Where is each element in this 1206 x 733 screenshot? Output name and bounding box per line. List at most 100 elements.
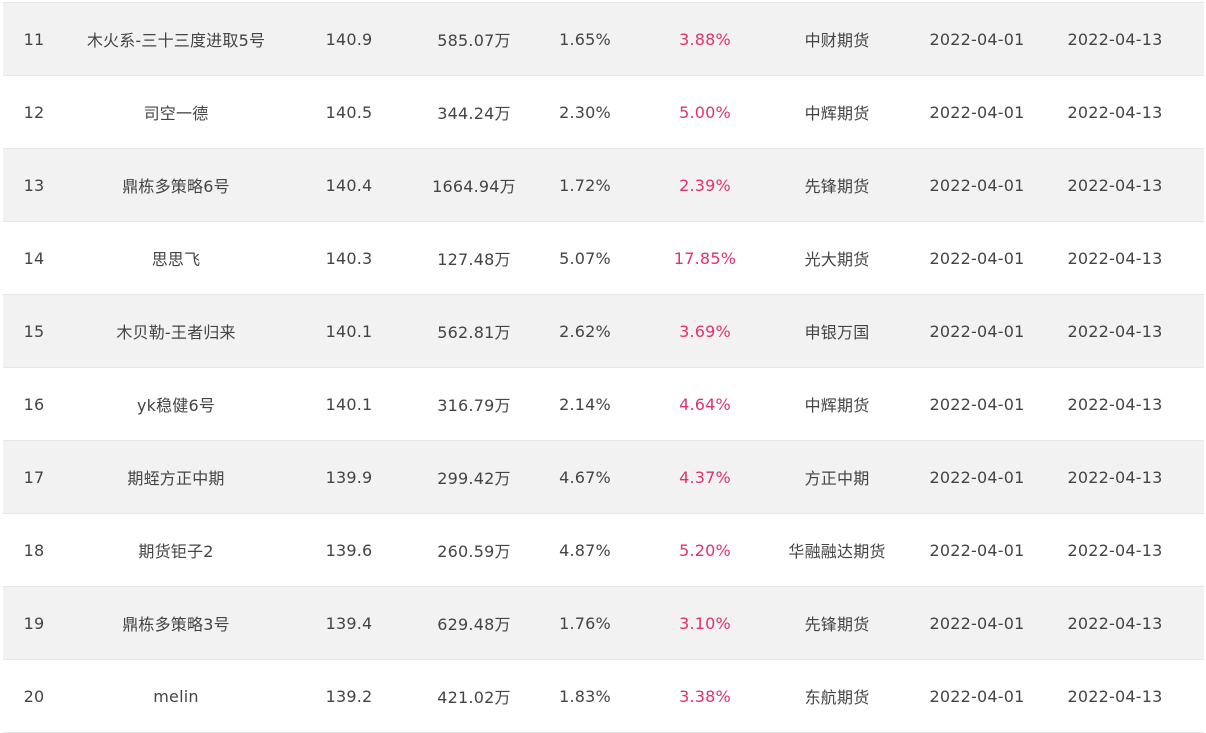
return-cell: 5.00% <box>679 102 731 122</box>
start-date-cell: 2022-04-01 <box>929 540 1025 560</box>
product-name-cell[interactable]: 司空一德 <box>143 104 209 123</box>
amount-cell: 562.81万 <box>437 323 511 342</box>
rank-cell: 14 <box>23 248 45 268</box>
end-date-cell: 2022-04-13 <box>1067 29 1163 49</box>
score-cell: 140.5 <box>325 102 373 122</box>
amount-cell: 299.42万 <box>437 469 511 488</box>
product-name-cell[interactable]: melin <box>153 686 199 706</box>
score-cell: 140.1 <box>325 394 373 414</box>
product-name-cell[interactable]: yk稳健6号 <box>136 396 216 415</box>
score-cell: 140.1 <box>325 321 373 341</box>
table-row[interactable]: 11 木火系-三十三度进取5号 140.9 585.07万 1.65% 3.88… <box>3 3 1204 76</box>
start-date-cell: 2022-04-01 <box>929 686 1025 706</box>
end-date-cell: 2022-04-13 <box>1067 175 1163 195</box>
table-row[interactable]: 17 期蛭方正中期 139.9 299.42万 4.67% 4.37% 方正中期… <box>3 441 1204 514</box>
return-cell: 3.88% <box>679 29 731 49</box>
product-name-cell[interactable]: 期蛭方正中期 <box>127 469 225 488</box>
rank-cell: 17 <box>23 467 45 487</box>
end-date-cell: 2022-04-13 <box>1067 686 1163 706</box>
table-row[interactable]: 14 思思飞 140.3 127.48万 5.07% 17.85% 光大期货 2… <box>3 222 1204 295</box>
amount-cell: 344.24万 <box>437 104 511 123</box>
end-date-cell: 2022-04-13 <box>1067 102 1163 122</box>
start-date-cell: 2022-04-01 <box>929 613 1025 633</box>
end-date-cell: 2022-04-13 <box>1067 321 1163 341</box>
rank-cell: 12 <box>23 102 45 122</box>
return-cell: 3.38% <box>679 686 731 706</box>
return-cell: 5.20% <box>679 540 731 560</box>
drawdown-cell: 2.30% <box>559 102 611 122</box>
start-date-cell: 2022-04-01 <box>929 321 1025 341</box>
start-date-cell: 2022-04-01 <box>929 394 1025 414</box>
table-row[interactable]: 12 司空一德 140.5 344.24万 2.30% 5.00% 中辉期货 2… <box>3 76 1204 149</box>
table-row[interactable]: 15 木贝勒-王者归来 140.1 562.81万 2.62% 3.69% 申银… <box>3 295 1204 368</box>
rank-cell: 15 <box>23 321 45 341</box>
product-name-cell[interactable]: 鼎栋多策略6号 <box>122 177 230 196</box>
product-name-cell[interactable]: 期货钜子2 <box>138 542 214 561</box>
score-cell: 139.4 <box>325 613 373 633</box>
return-cell: 2.39% <box>679 175 731 195</box>
broker-cell: 中辉期货 <box>804 104 870 123</box>
amount-cell: 1664.94万 <box>432 177 516 196</box>
table-row[interactable]: 13 鼎栋多策略6号 140.4 1664.94万 1.72% 2.39% 先锋… <box>3 149 1204 222</box>
amount-cell: 127.48万 <box>437 250 511 269</box>
rank-cell: 13 <box>23 175 45 195</box>
rank-cell: 16 <box>23 394 45 414</box>
end-date-cell: 2022-04-13 <box>1067 248 1163 268</box>
return-cell: 3.10% <box>679 613 731 633</box>
broker-cell: 方正中期 <box>804 469 870 488</box>
table-row[interactable]: 16 yk稳健6号 140.1 316.79万 2.14% 4.64% 中辉期货… <box>3 368 1204 441</box>
drawdown-cell: 1.72% <box>559 175 611 195</box>
end-date-cell: 2022-04-13 <box>1067 394 1163 414</box>
product-name-cell[interactable]: 木贝勒-王者归来 <box>116 323 236 342</box>
rank-cell: 19 <box>23 613 45 633</box>
start-date-cell: 2022-04-01 <box>929 102 1025 122</box>
amount-cell: 629.48万 <box>437 615 511 634</box>
amount-cell: 421.02万 <box>437 688 511 707</box>
start-date-cell: 2022-04-01 <box>929 175 1025 195</box>
return-cell: 4.64% <box>679 394 731 414</box>
return-cell: 17.85% <box>673 248 737 268</box>
end-date-cell: 2022-04-13 <box>1067 540 1163 560</box>
product-name-cell[interactable]: 思思飞 <box>151 250 201 269</box>
broker-cell: 先锋期货 <box>804 615 870 634</box>
score-cell: 139.6 <box>325 540 373 560</box>
broker-cell: 中辉期货 <box>804 396 870 415</box>
amount-cell: 260.59万 <box>437 542 511 561</box>
broker-cell: 中财期货 <box>804 31 870 50</box>
broker-cell: 先锋期货 <box>804 177 870 196</box>
score-cell: 139.2 <box>325 686 373 706</box>
amount-cell: 316.79万 <box>437 396 511 415</box>
score-cell: 140.4 <box>325 175 373 195</box>
rank-cell: 18 <box>23 540 45 560</box>
score-cell: 140.9 <box>325 29 373 49</box>
drawdown-cell: 2.62% <box>559 321 611 341</box>
end-date-cell: 2022-04-13 <box>1067 613 1163 633</box>
rank-cell: 20 <box>23 686 45 706</box>
drawdown-cell: 5.07% <box>559 248 611 268</box>
product-name-cell[interactable]: 木火系-三十三度进取5号 <box>86 31 266 50</box>
drawdown-cell: 4.87% <box>559 540 611 560</box>
ranking-table: 11 木火系-三十三度进取5号 140.9 585.07万 1.65% 3.88… <box>3 2 1204 733</box>
drawdown-cell: 2.14% <box>559 394 611 414</box>
table-row[interactable]: 19 鼎栋多策略3号 139.4 629.48万 1.76% 3.10% 先锋期… <box>3 587 1204 660</box>
start-date-cell: 2022-04-01 <box>929 248 1025 268</box>
start-date-cell: 2022-04-01 <box>929 467 1025 487</box>
return-cell: 4.37% <box>679 467 731 487</box>
end-date-cell: 2022-04-13 <box>1067 467 1163 487</box>
drawdown-cell: 1.65% <box>559 29 611 49</box>
start-date-cell: 2022-04-01 <box>929 29 1025 49</box>
drawdown-cell: 1.76% <box>559 613 611 633</box>
table-row[interactable]: 18 期货钜子2 139.6 260.59万 4.87% 5.20% 华融融达期… <box>3 514 1204 587</box>
drawdown-cell: 1.83% <box>559 686 611 706</box>
product-name-cell[interactable]: 鼎栋多策略3号 <box>122 615 230 634</box>
broker-cell: 东航期货 <box>804 688 870 707</box>
drawdown-cell: 4.67% <box>559 467 611 487</box>
broker-cell: 光大期货 <box>804 250 870 269</box>
return-cell: 3.69% <box>679 321 731 341</box>
score-cell: 139.9 <box>325 467 373 487</box>
amount-cell: 585.07万 <box>437 31 511 50</box>
broker-cell: 华融融达期货 <box>788 542 886 561</box>
rank-cell: 11 <box>23 29 45 49</box>
score-cell: 140.3 <box>325 248 373 268</box>
table-row[interactable]: 20 melin 139.2 421.02万 1.83% 3.38% 东航期货 … <box>3 660 1204 733</box>
